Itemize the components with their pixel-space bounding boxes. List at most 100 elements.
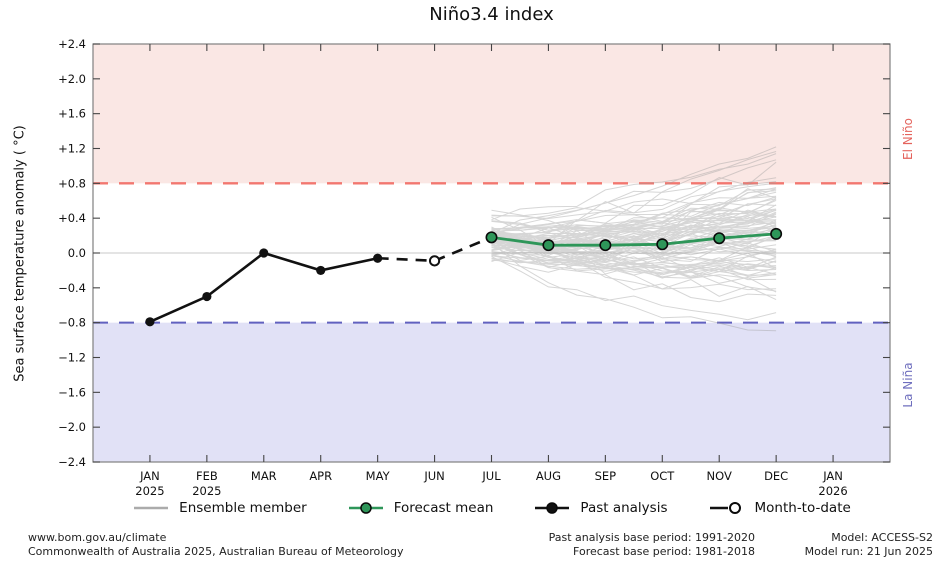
y-tick-label: +1.6 [58, 107, 86, 121]
ensemble-member-line [491, 220, 777, 255]
forecast-mean-point [713, 232, 726, 245]
ensemble-member-line [491, 231, 777, 265]
ensemble-member-line [491, 211, 777, 244]
footer-copyright: Commonwealth of Australia 2025, Australi… [28, 544, 404, 558]
ensemble-member-line [491, 209, 777, 238]
y-tick-label: +1.2 [58, 142, 86, 156]
ensemble-member-line [491, 248, 777, 266]
x-tick-month-label: MAY [366, 469, 391, 483]
ensemble-member-line [491, 213, 777, 256]
x-tick-year-label: 2025 [135, 484, 164, 498]
footer-url: www.bom.gov.au/climate [28, 531, 167, 544]
ensemble-member-line [491, 240, 777, 260]
chart-title: Niño3.4 index [429, 4, 554, 25]
x-tick-month-label: DEC [764, 469, 788, 483]
footer-forecast-base-period: Forecast base period: 1981-2018 [573, 544, 755, 558]
y-tick-label: +2.0 [58, 72, 86, 86]
la-nina-band [93, 322, 890, 462]
ensemble-member-line [491, 218, 777, 250]
past-analysis-point [259, 248, 269, 258]
ensemble-member-line [491, 237, 777, 260]
footer: www.bom.gov.au/climate Commonwealth of A… [0, 531, 938, 561]
x-tick-month-label: JUN [423, 469, 444, 483]
past-analysis-point [316, 265, 326, 276]
ensemble-member-line [491, 243, 777, 279]
legend-item-month-to-date: Month-to-date [708, 500, 851, 516]
y-tick-label: −2.0 [58, 420, 86, 434]
y-tick-label: −1.6 [58, 385, 86, 399]
forecast-mean-point [770, 227, 783, 240]
ensemble-member-line [491, 188, 777, 233]
y-tick-label: −0.8 [58, 316, 86, 330]
ensemble-member-line [491, 214, 777, 244]
y-tick-label: +0.8 [58, 176, 86, 190]
el-nino-band [93, 44, 890, 184]
forecast-mean-line [491, 232, 777, 247]
ensemble-member-line [491, 228, 777, 264]
x-tick-month-label: MAR [251, 469, 277, 483]
ensemble-member-line [491, 153, 777, 221]
past-analysis-point [373, 253, 383, 263]
x-tick-year-label: 2026 [818, 484, 847, 498]
ensemble-member-line [491, 251, 777, 269]
ensemble-member-line [491, 220, 777, 240]
la-nina-band-label: La Niña [901, 362, 915, 408]
ensemble-member-line [491, 254, 777, 273]
month-to-date-swatch-icon [709, 502, 741, 514]
legend-item-past-analysis: Past analysis [533, 500, 668, 516]
ensemble-member-line [491, 236, 777, 271]
legend-item-forecast-mean: Forecast mean [347, 500, 494, 516]
ensemble-member-line [491, 234, 777, 255]
past-analysis-swatch-icon [535, 502, 570, 514]
x-tick-month-label: JUL [481, 469, 501, 483]
ensemble-member-line [491, 229, 777, 250]
ensemble-member-line [491, 241, 777, 303]
ensemble-member-line [491, 216, 777, 293]
ensemble-member-line [491, 238, 777, 269]
ensemble-member-line [491, 238, 777, 263]
ensemble-member-line [491, 198, 777, 244]
ensemble-member-line [491, 199, 777, 240]
ensemble-member-line [491, 230, 777, 270]
y-tick-label: 0.0 [68, 246, 86, 260]
y-axis-label: Sea surface temperature anomaly ( °C) [12, 125, 28, 382]
ensemble-member-line [491, 221, 777, 253]
legend: Ensemble member Forecast mean Past analysi… [93, 500, 890, 516]
x-tick-year-label: 2025 [192, 484, 221, 498]
x-tick-month-label: FEB [196, 469, 218, 483]
forecast-mean-swatch-icon [348, 502, 383, 514]
ensemble-member-line [491, 151, 777, 247]
x-tick-month-label: OCT [650, 469, 675, 483]
legend-item-label: Forecast mean [393, 500, 494, 516]
y-tick-label: −2.4 [58, 455, 86, 469]
ensemble-member-line [491, 222, 777, 252]
ensemble-member-line [491, 187, 777, 262]
ensemble-member-line [491, 228, 777, 257]
ensemble-member-line [491, 146, 777, 238]
past-analysis-point [202, 291, 212, 302]
ensemble-member-line [491, 234, 777, 275]
ensemble-member-line [491, 242, 777, 332]
ensemble-member-line [491, 198, 777, 230]
x-tick-month-label: AUG [536, 469, 561, 483]
ensemble-member-line [491, 188, 777, 244]
axis-ticks [93, 43, 890, 463]
el-nino-band-label: El Niño [901, 118, 915, 160]
ensemble-member-line [491, 230, 777, 262]
x-tick-month-label: JAN [139, 469, 160, 483]
legend-item-label: Ensemble member [179, 500, 307, 516]
x-tick-month-label: SEP [595, 469, 617, 483]
ensemble-member-line [491, 224, 777, 242]
past-analysis-line [149, 251, 378, 323]
ensemble-member-line [491, 195, 777, 220]
month-to-date-point [428, 255, 441, 267]
ensemble-member-line [491, 237, 777, 260]
footer-model: Model: ACCESS-S2 [831, 531, 933, 544]
y-tick-label: −0.4 [58, 281, 86, 295]
ensemble-member-line [491, 230, 777, 281]
y-tick-label: −1.2 [58, 351, 86, 365]
ensemble-member-line [491, 226, 777, 249]
legend-item-label: Month-to-date [754, 500, 851, 516]
forecast-mean-point [542, 239, 555, 252]
